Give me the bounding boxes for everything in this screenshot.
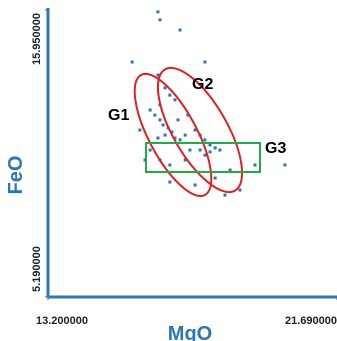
point xyxy=(238,188,242,192)
point xyxy=(213,176,217,180)
point xyxy=(156,10,160,14)
point xyxy=(213,146,217,150)
point xyxy=(183,133,187,137)
point xyxy=(156,73,160,77)
point xyxy=(153,113,157,117)
point xyxy=(283,163,287,167)
point xyxy=(168,180,172,184)
point xyxy=(173,136,177,140)
point xyxy=(203,138,207,142)
point xyxy=(158,18,162,22)
x-tick-label: 21.690000 xyxy=(285,315,337,327)
point xyxy=(203,60,207,64)
annotation: G2 xyxy=(192,76,213,93)
point xyxy=(193,128,197,132)
x-axis-title: MgO xyxy=(168,323,212,341)
point xyxy=(208,150,212,154)
y-axis-title: FeO xyxy=(5,156,27,195)
point xyxy=(253,163,257,167)
annotation: G1 xyxy=(108,107,129,124)
point xyxy=(163,133,167,137)
point xyxy=(183,158,187,162)
group-box xyxy=(145,142,261,173)
point xyxy=(168,93,172,97)
point xyxy=(176,118,180,122)
x-tick-label: 13.200000 xyxy=(36,315,88,327)
point xyxy=(203,153,207,157)
point xyxy=(208,143,212,147)
point xyxy=(148,108,152,112)
point xyxy=(168,163,172,167)
annotation: G3 xyxy=(265,140,286,157)
point xyxy=(130,60,134,64)
point xyxy=(173,98,177,102)
point xyxy=(158,118,162,122)
point xyxy=(156,136,160,140)
point xyxy=(193,183,197,187)
point xyxy=(161,123,165,127)
point xyxy=(198,148,202,152)
y-tick-label: 15.950000 xyxy=(31,13,43,65)
group-ellipse xyxy=(133,72,213,198)
point xyxy=(138,128,142,132)
point xyxy=(228,168,232,172)
point xyxy=(188,148,192,152)
point xyxy=(178,28,182,32)
point xyxy=(148,148,152,152)
point xyxy=(170,130,174,134)
point xyxy=(186,113,190,117)
y-tick-label: 5.190000 xyxy=(31,246,43,292)
point xyxy=(178,138,182,142)
point xyxy=(218,148,222,152)
point xyxy=(163,86,167,90)
point xyxy=(223,193,227,197)
